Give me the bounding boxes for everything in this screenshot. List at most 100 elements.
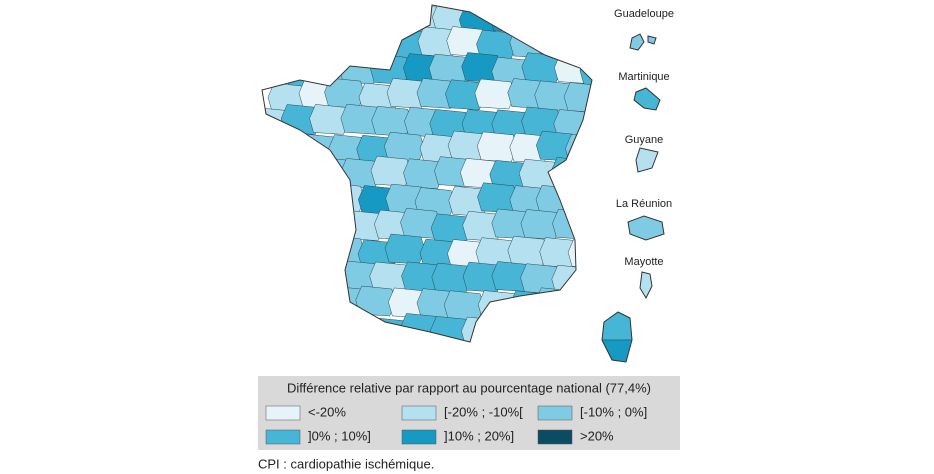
department [262,210,293,241]
territory-label: Guadeloupe [614,8,674,20]
corsica-outline [601,311,633,363]
department [294,339,335,342]
department [339,314,380,342]
department [417,341,459,342]
department [324,31,365,62]
department [372,5,414,31]
department [298,27,339,59]
department [461,316,502,342]
department [309,156,350,188]
department [324,182,365,214]
department [280,5,321,33]
legend-swatch [537,429,573,445]
department [489,311,531,342]
department [509,290,551,322]
department [262,5,293,34]
legend-swatch [265,429,301,445]
department [552,209,592,240]
department [568,339,592,342]
department [262,156,295,188]
territory-label: Guyane [625,134,664,146]
overseas-shape [629,33,657,51]
department [298,286,339,317]
department [550,157,592,188]
department [281,161,322,192]
department [584,107,592,139]
department [569,289,592,321]
department [595,30,635,60]
department [519,5,561,33]
legend-swatch [401,429,437,445]
department [279,209,321,241]
department [564,184,592,215]
department [534,341,576,342]
department [313,213,354,244]
department [579,55,592,87]
department [552,5,592,32]
department [357,341,398,342]
legend-label: [-10% ; 0%] [580,404,647,419]
overseas-shape [635,147,659,173]
legend-label: ]10% ; 20%] [444,428,514,443]
department [265,341,306,342]
department [567,237,592,269]
department [581,262,592,293]
department [602,312,632,341]
overseas-shape [633,87,661,111]
legend-label: [-20% ; -10%[ [444,404,523,419]
department [309,261,350,293]
department [262,316,291,342]
department [299,186,340,218]
legend: <-20% [-20% ; -10%[[-10% ; 0%]]0% ; 10%]]… [265,404,647,445]
department [341,5,382,32]
department [598,80,638,110]
department [478,341,519,342]
department [566,28,592,59]
department [389,339,430,342]
department [563,82,592,113]
department [262,56,291,87]
department [477,290,519,321]
department [268,289,309,321]
department [359,28,400,60]
legend-swatch [537,405,573,421]
department [384,233,426,265]
department [263,236,305,268]
department [443,290,485,321]
department [582,210,592,242]
department [324,340,365,342]
department [489,5,530,33]
department [340,103,382,135]
department [581,157,592,188]
department [309,314,350,342]
territory-label: Mayotte [624,256,663,268]
department [293,237,335,268]
department [565,134,592,165]
legend-box [258,376,680,450]
overseas-shape [627,215,665,241]
department [355,285,396,317]
overseas [627,33,665,300]
territory-label: Martinique [618,71,669,83]
legend-swatch [401,405,437,421]
footnote: CPI : cardiopathie ischémique. [258,456,434,471]
department [281,262,323,294]
department [324,235,365,267]
department [282,313,323,342]
department [523,315,565,342]
department [324,77,365,109]
legend-label: <-20% [308,404,346,419]
department [444,339,486,342]
department [602,339,632,362]
department [548,312,590,342]
department [474,78,516,110]
legend-title: Différence relative par rapport au pourc… [287,380,651,395]
legend-label: >20% [580,428,614,443]
france-map [262,5,638,342]
territory-label: La Réunion [616,198,672,210]
department [266,130,307,161]
department [262,261,290,292]
france-outline [261,4,593,343]
overseas-shape [639,271,653,300]
